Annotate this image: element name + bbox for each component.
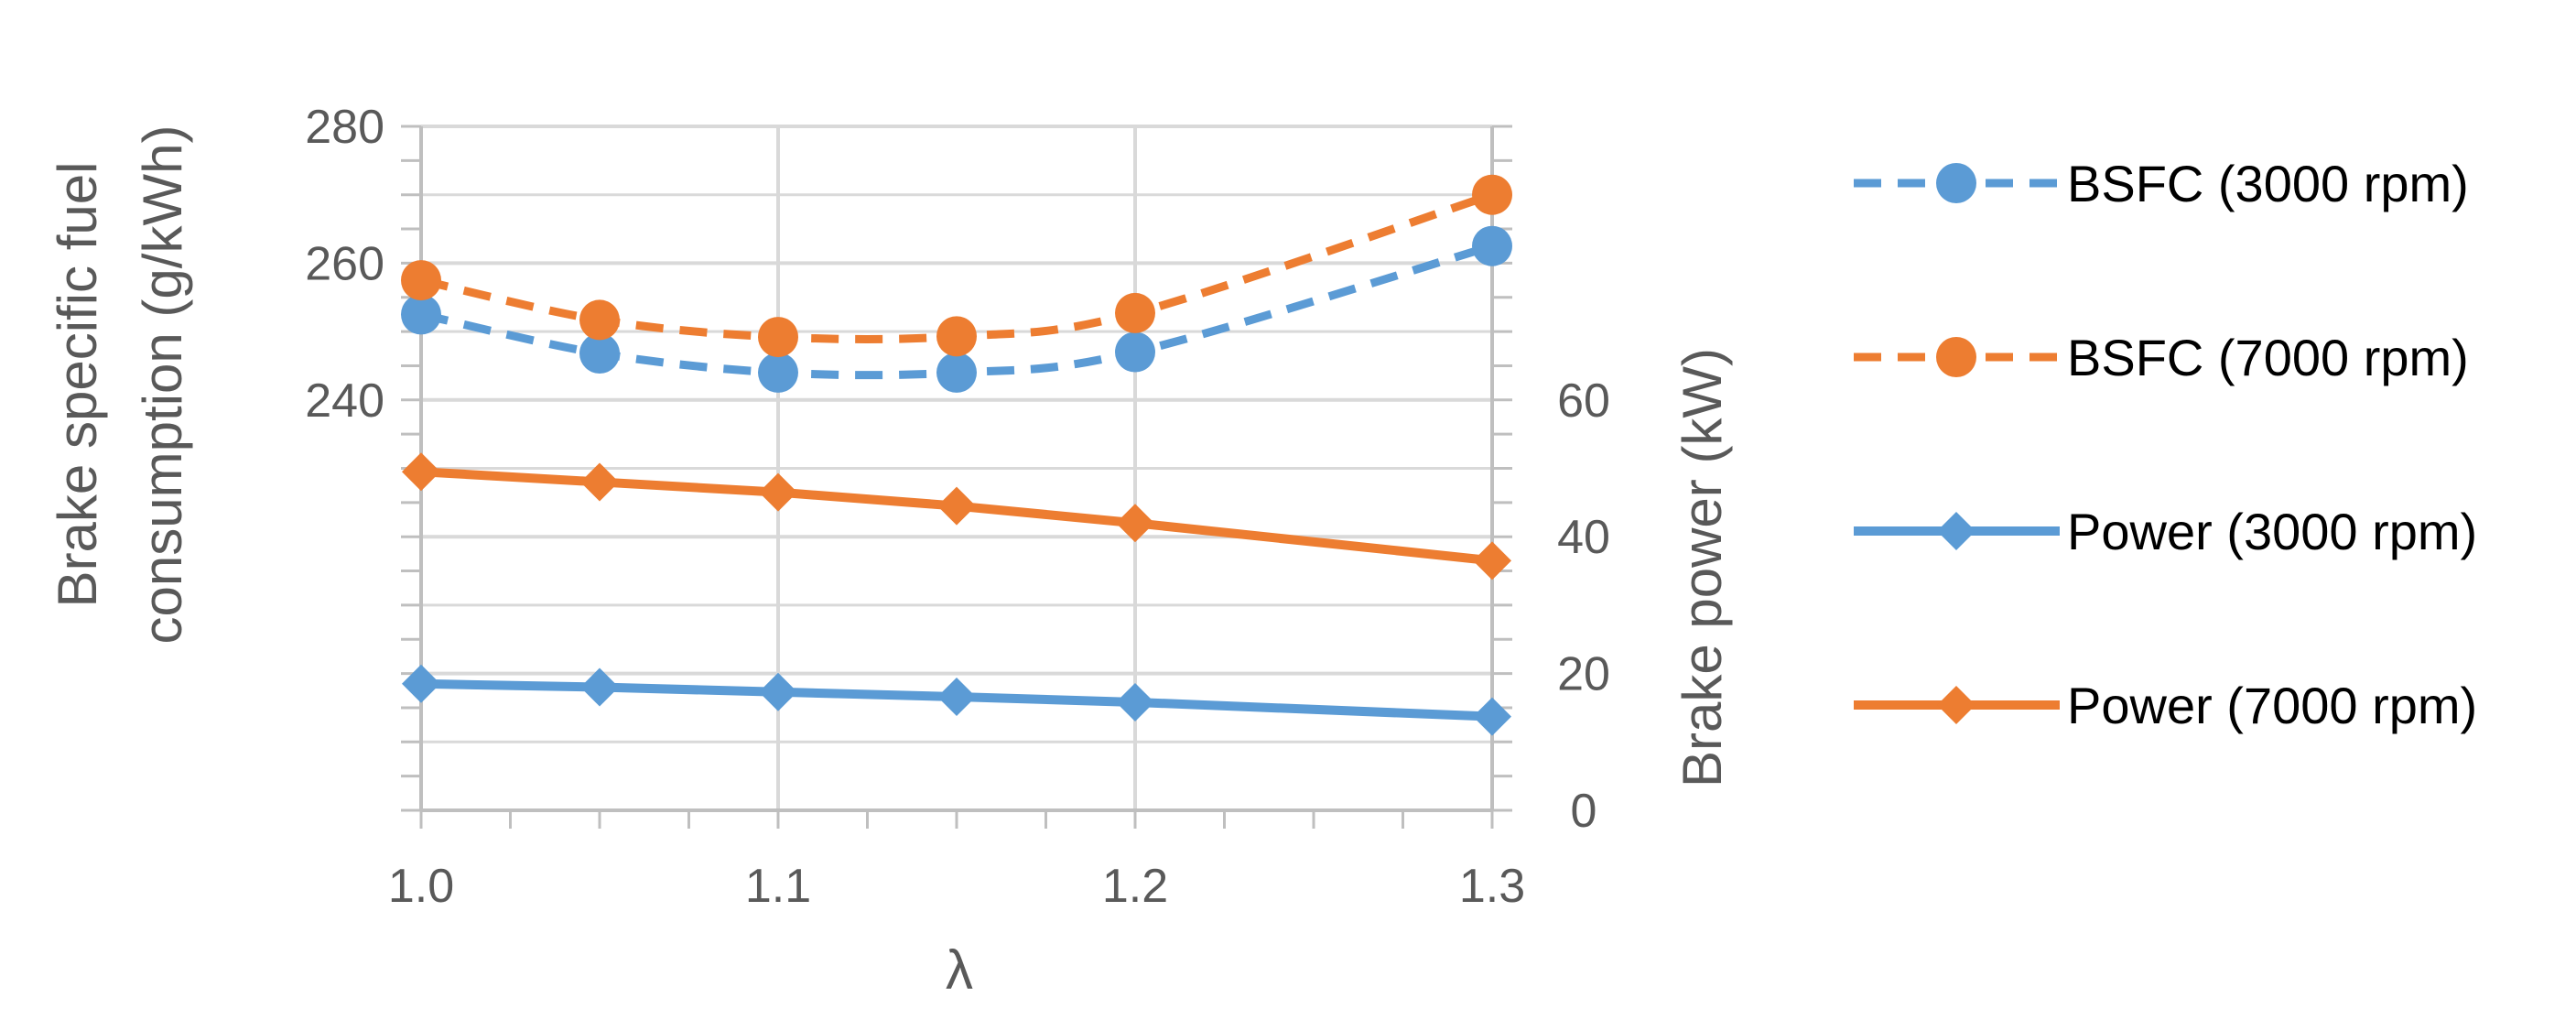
series-line — [420, 190, 1494, 343]
legend-label: BSFC (3000 rpm) — [2067, 155, 2469, 212]
legend-label: Power (7000 rpm) — [2067, 677, 2477, 734]
legend-marker — [1937, 512, 1975, 550]
y-right-tick-label: 20 — [1557, 648, 1610, 701]
series-line — [420, 467, 1493, 566]
data-point — [402, 452, 440, 492]
y-axis-left-title-line2: consumption (g/kWh) — [132, 125, 193, 645]
x-tick-label: 1.1 — [745, 860, 811, 913]
data-point — [1115, 292, 1155, 333]
y-right-tick-label: 60 — [1557, 374, 1610, 428]
y-left-tick-label: 240 — [305, 374, 384, 428]
series-line — [420, 678, 1493, 721]
series — [401, 174, 1512, 736]
y-right-tick-label: 0 — [1571, 785, 1597, 838]
legend-label: BSFC (7000 rpm) — [2067, 329, 2469, 386]
data-point — [759, 472, 797, 512]
data-point — [1473, 697, 1511, 736]
data-point — [401, 294, 441, 335]
data-point — [758, 352, 798, 393]
data-point — [758, 317, 798, 358]
y-right-tick-label: 40 — [1557, 511, 1610, 564]
x-tick-label: 1.3 — [1459, 860, 1525, 913]
y-left-tick-label: 260 — [305, 237, 384, 290]
data-point — [579, 299, 620, 341]
data-point — [937, 677, 976, 716]
data-point — [759, 672, 797, 711]
data-point — [936, 316, 977, 357]
data-point — [1473, 541, 1511, 580]
legend-marker — [1936, 337, 1976, 377]
y-axis-right-title: Brake power (kW) — [1672, 348, 1733, 787]
x-tick-label: 1.0 — [388, 860, 454, 913]
axis-titles: Brake specific fuel consumption (g/kWh) … — [47, 125, 1733, 1001]
data-point — [1115, 331, 1155, 373]
data-point — [1116, 504, 1154, 543]
x-tick-label: 1.2 — [1102, 860, 1168, 913]
data-point — [1472, 225, 1512, 266]
data-point — [1116, 682, 1154, 721]
data-point — [401, 260, 441, 301]
legend: BSFC (3000 rpm) BSFC (7000 rpm) Power (300… — [1854, 155, 2477, 734]
tick-labels: 240 260 280 0 20 40 60 1.0 1.1 1.2 1.3 — [305, 101, 1610, 913]
legend-marker — [1937, 686, 1975, 724]
data-point — [580, 667, 619, 707]
data-point — [936, 352, 977, 393]
y-left-tick-label: 280 — [305, 101, 384, 154]
x-axis-title: λ — [946, 939, 973, 1001]
data-point — [579, 333, 620, 374]
data-point — [402, 664, 440, 703]
legend-marker — [1936, 163, 1976, 203]
legend-label: Power (3000 rpm) — [2067, 503, 2477, 560]
data-point — [1472, 174, 1512, 215]
data-point — [937, 486, 976, 526]
y-axis-left-title-line1: Brake specific fuel — [47, 162, 108, 608]
series-line — [420, 242, 1494, 380]
data-point — [580, 462, 619, 502]
